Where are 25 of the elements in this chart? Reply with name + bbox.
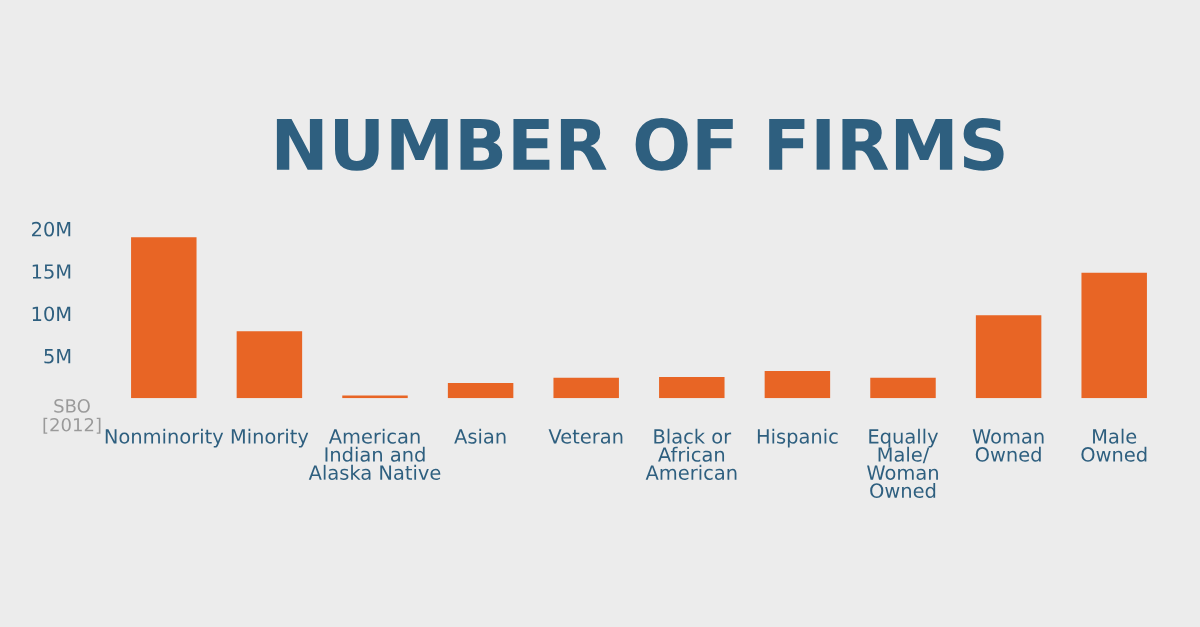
y-tick-label: 20M — [32, 221, 71, 237]
y-tick-label: 15M — [32, 264, 71, 279]
bar — [131, 237, 197, 399]
bar — [764, 371, 831, 399]
x-tick-label: Woman Owned — [972, 429, 1044, 462]
bar — [553, 377, 619, 399]
x-tick-label: Equally Male/ Woman Owned — [867, 428, 939, 498]
x-tick-label: Male Owned — [1081, 428, 1147, 462]
x-tick-label: Hispanic — [757, 428, 838, 448]
chart-title: NUMBER OF FIRMS — [276, 118, 1004, 171]
x-tick-label: American Indian and Alaska Native — [308, 428, 441, 480]
bar — [975, 315, 1042, 399]
bar — [236, 331, 303, 399]
y-tick-label: 10M — [32, 306, 71, 322]
text: SBO [2012] — [43, 399, 101, 434]
bar — [1081, 272, 1147, 399]
x-tick-label: Veteran — [548, 429, 623, 444]
x-tick-label: Asian — [454, 428, 506, 444]
bar — [447, 382, 514, 399]
bar — [659, 376, 725, 399]
x-tick-label: Black or African American — [645, 428, 737, 480]
bar — [870, 377, 936, 399]
x-tick-label: Nonminority — [105, 428, 224, 448]
x-tick-label: Minority — [231, 428, 309, 448]
y-tick-label: 5M — [44, 349, 71, 364]
